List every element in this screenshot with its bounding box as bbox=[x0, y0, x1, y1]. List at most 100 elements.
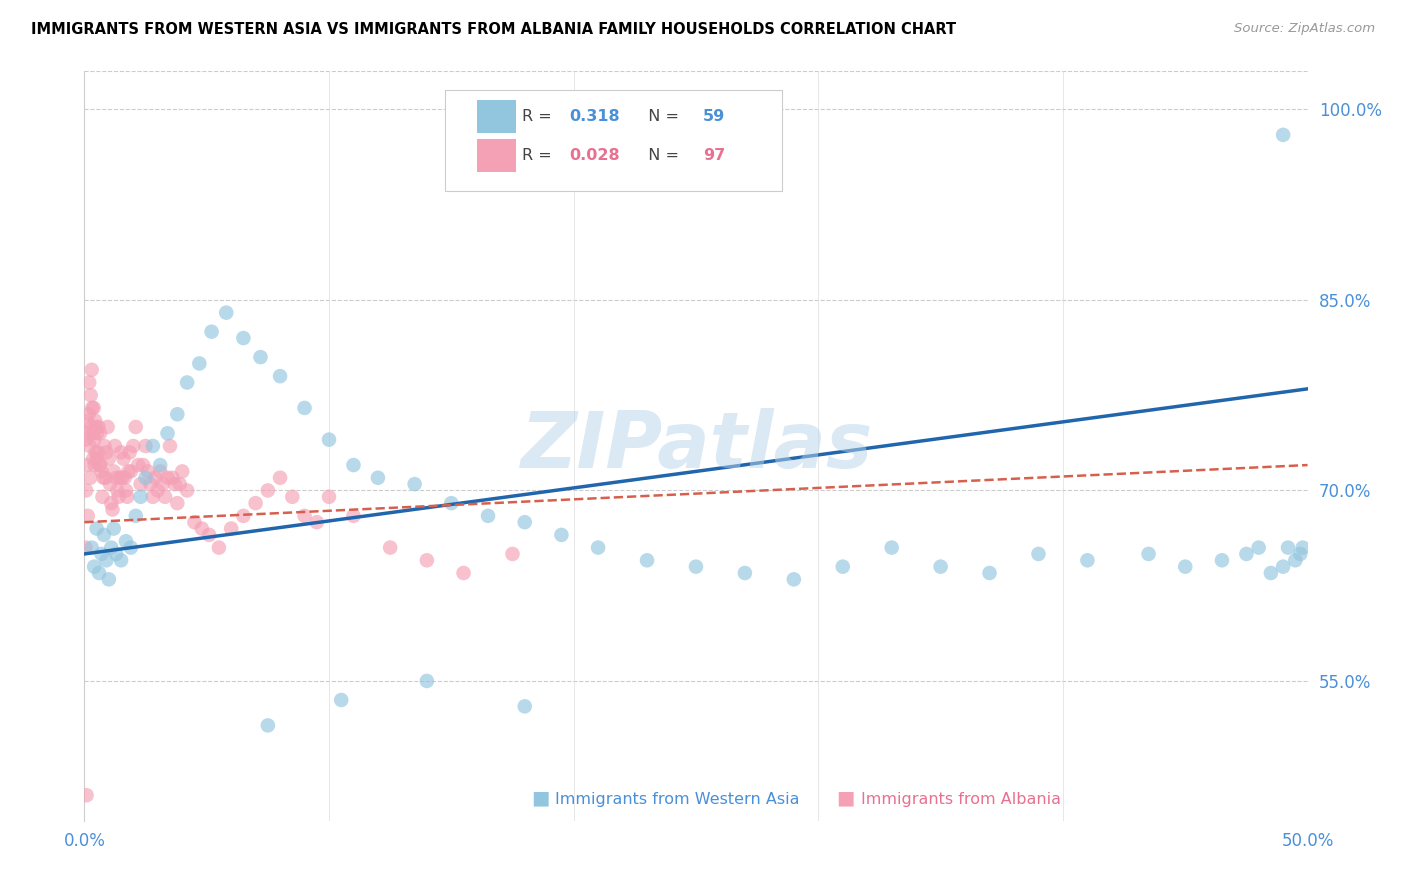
Point bbox=[115, 490, 138, 504]
Point bbox=[117, 464, 139, 478]
Point bbox=[91, 490, 114, 504]
Point bbox=[84, 420, 107, 434]
Point bbox=[166, 407, 188, 421]
Point bbox=[132, 458, 155, 472]
Point bbox=[198, 528, 221, 542]
Point bbox=[93, 471, 115, 485]
Point bbox=[636, 553, 658, 567]
Point bbox=[929, 559, 952, 574]
Point bbox=[685, 559, 707, 574]
Point bbox=[416, 553, 439, 567]
Point bbox=[103, 522, 125, 536]
Point bbox=[120, 464, 142, 478]
Point bbox=[281, 490, 304, 504]
Point bbox=[245, 496, 267, 510]
Point bbox=[215, 306, 238, 320]
Point bbox=[96, 445, 118, 459]
Point bbox=[90, 458, 112, 472]
Point bbox=[783, 572, 806, 586]
Point bbox=[82, 451, 104, 466]
Point bbox=[83, 458, 105, 472]
Point bbox=[127, 458, 149, 472]
Point bbox=[120, 541, 142, 555]
Point bbox=[1236, 547, 1258, 561]
FancyBboxPatch shape bbox=[446, 90, 782, 191]
Text: R =: R = bbox=[522, 109, 557, 124]
Point bbox=[110, 553, 132, 567]
Point bbox=[477, 508, 499, 523]
Point bbox=[83, 401, 105, 415]
Point bbox=[169, 477, 191, 491]
Point bbox=[513, 515, 536, 529]
Point bbox=[269, 471, 291, 485]
Point bbox=[200, 325, 222, 339]
Point bbox=[87, 566, 110, 580]
Point bbox=[257, 483, 280, 498]
Point bbox=[208, 541, 231, 555]
Point bbox=[330, 693, 353, 707]
Point bbox=[93, 439, 115, 453]
Text: 0.318: 0.318 bbox=[569, 109, 620, 124]
Point bbox=[1076, 553, 1098, 567]
Point bbox=[734, 566, 756, 580]
Point bbox=[122, 439, 145, 453]
Point bbox=[502, 547, 524, 561]
Point bbox=[149, 464, 172, 478]
Point bbox=[416, 673, 439, 688]
Point bbox=[1211, 553, 1233, 567]
Point bbox=[111, 471, 134, 485]
Point bbox=[1277, 541, 1299, 555]
Point bbox=[143, 471, 166, 485]
Point bbox=[79, 439, 101, 453]
Point bbox=[1272, 128, 1295, 142]
Point bbox=[1289, 547, 1312, 561]
Point bbox=[108, 471, 131, 485]
Point bbox=[152, 477, 174, 491]
Point bbox=[979, 566, 1001, 580]
Point bbox=[550, 528, 572, 542]
Point bbox=[112, 451, 135, 466]
Point bbox=[114, 471, 136, 485]
Point bbox=[96, 553, 118, 567]
Text: 97: 97 bbox=[703, 148, 725, 162]
Point bbox=[176, 483, 198, 498]
Point bbox=[183, 515, 205, 529]
Point bbox=[100, 496, 122, 510]
Point bbox=[249, 350, 271, 364]
Point bbox=[440, 496, 463, 510]
Point bbox=[90, 464, 112, 478]
Text: Immigrants from Western Asia: Immigrants from Western Asia bbox=[555, 792, 800, 807]
Point bbox=[129, 477, 152, 491]
Text: ZIPatlas: ZIPatlas bbox=[520, 408, 872, 484]
Point bbox=[110, 445, 132, 459]
Point bbox=[294, 508, 316, 523]
Point bbox=[513, 699, 536, 714]
Point bbox=[115, 534, 138, 549]
Point bbox=[1292, 541, 1315, 555]
Point bbox=[107, 490, 129, 504]
Point bbox=[76, 789, 98, 803]
Point bbox=[149, 458, 172, 472]
Point bbox=[93, 528, 115, 542]
Point bbox=[82, 401, 104, 415]
Point bbox=[76, 414, 98, 428]
Point bbox=[83, 433, 105, 447]
Point bbox=[232, 508, 254, 523]
Point bbox=[89, 458, 111, 472]
Point bbox=[104, 439, 127, 453]
Point bbox=[159, 439, 181, 453]
Point bbox=[84, 414, 107, 428]
Point bbox=[1174, 559, 1197, 574]
Point bbox=[77, 407, 100, 421]
Point bbox=[100, 541, 122, 555]
Point bbox=[86, 522, 108, 536]
Point bbox=[1272, 559, 1295, 574]
Point bbox=[89, 426, 111, 441]
Point bbox=[172, 464, 194, 478]
Point bbox=[1247, 541, 1270, 555]
Point bbox=[1260, 566, 1282, 580]
Point bbox=[101, 502, 124, 516]
Point bbox=[125, 420, 148, 434]
Point bbox=[98, 477, 121, 491]
Point bbox=[86, 451, 108, 466]
